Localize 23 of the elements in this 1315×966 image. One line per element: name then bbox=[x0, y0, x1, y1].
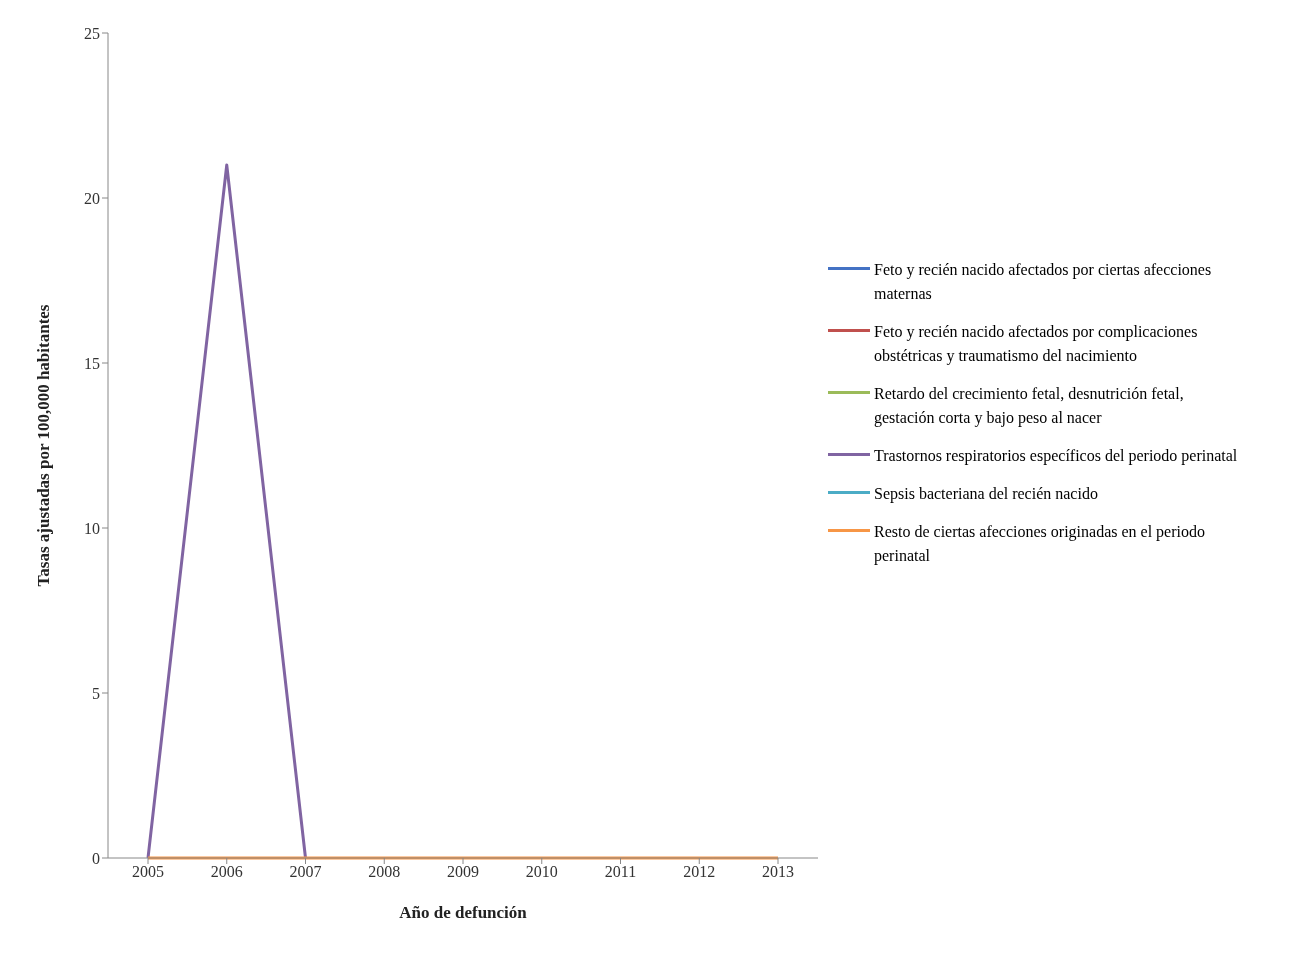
x-tick-label: 2013 bbox=[762, 863, 794, 881]
legend-label: Trastornos respiratorios específicos del periodo perinatal bbox=[874, 446, 1238, 467]
y-tick-label: 0 bbox=[92, 849, 100, 867]
legend-label: Sepsis bacteriana del recién nacido bbox=[874, 484, 1098, 505]
legend-label: Resto de ciertas afecciones originadas en el periodo perinatal bbox=[874, 522, 1206, 567]
x-axis-title: Año de defunción bbox=[399, 903, 528, 922]
x-tick-label: 2005 bbox=[132, 863, 164, 881]
legend-label: Retardo del crecimiento fetal, desnutrición fetal, gestación corta y bajo peso al nacer bbox=[874, 384, 1185, 429]
y-tick-label: 10 bbox=[84, 519, 100, 537]
y-tick-label: 25 bbox=[84, 24, 100, 42]
y-tick-label: 15 bbox=[84, 354, 100, 372]
x-tick-label: 2010 bbox=[525, 863, 558, 881]
x-tick-label: 2012 bbox=[683, 863, 716, 881]
y-axis-title: Tasas ajustadas por 100,000 habitantes bbox=[34, 304, 54, 587]
x-tick-label: 2006 bbox=[210, 863, 243, 881]
y-tick-label: 5 bbox=[92, 684, 100, 702]
y-tick-label: 20 bbox=[84, 189, 100, 207]
x-tick-label: 2008 bbox=[368, 863, 401, 881]
x-tick-label: 2007 bbox=[289, 863, 322, 881]
x-tick-label: 2011 bbox=[604, 863, 637, 881]
x-tick-label: 2009 bbox=[447, 863, 479, 881]
legend-label: Feto y recién nacido afectados por complicaciones obstétricas y traumatismo del nacimiento bbox=[874, 322, 1199, 367]
legend-label: Feto y recién nacido afectados por ciertas afecciones maternas bbox=[874, 260, 1213, 304]
